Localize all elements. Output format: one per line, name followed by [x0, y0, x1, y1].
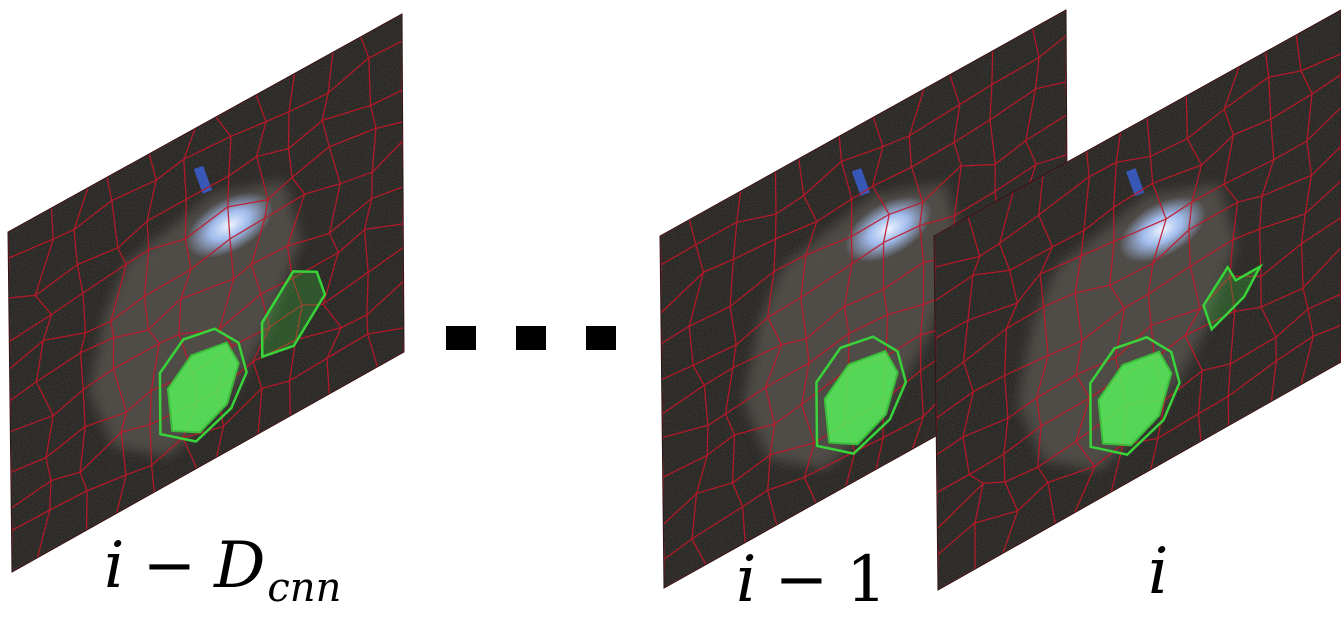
green-segment-outline — [1089, 335, 1181, 456]
frame-label-i-minus-dcnn: i − Dcnn — [104, 534, 341, 608]
label-sub: cnn — [267, 565, 342, 611]
frame-label-i-minus-1: i −1 — [736, 548, 887, 612]
frame-frame-i-minus-dcnn — [7, 13, 405, 573]
ellipsis-dot — [516, 326, 546, 350]
label-num: 1 — [846, 543, 887, 617]
frames-layer — [7, 9, 1341, 591]
object-silhouette — [1017, 183, 1236, 471]
frame-border — [933, 9, 1341, 591]
frame-border — [7, 13, 405, 573]
label-main: D — [214, 529, 266, 603]
frame-frame-i — [933, 9, 1341, 591]
label-var: i — [1148, 535, 1169, 609]
highlight-glow — [844, 196, 932, 263]
green-segment — [823, 349, 899, 446]
label-op: − — [774, 543, 829, 617]
green-segment-secondary — [1202, 263, 1264, 332]
frame-frame-i-minus-1 — [659, 9, 1069, 589]
object-silhouette — [743, 183, 962, 470]
label-var: i — [104, 529, 125, 603]
label-op: − — [142, 529, 197, 603]
blue-object — [193, 165, 213, 194]
frame-label-i: i — [1148, 540, 1168, 604]
green-segment-secondary — [260, 270, 327, 359]
green-segments — [158, 270, 327, 443]
green-segments — [1089, 263, 1264, 456]
label-var: i — [736, 543, 757, 617]
green-segment — [166, 341, 240, 434]
ellipsis — [446, 326, 616, 350]
blue-object — [851, 168, 871, 196]
ellipsis-dot — [446, 326, 476, 350]
green-segment — [1097, 350, 1173, 447]
green-segments — [815, 335, 908, 455]
ellipsis-dot — [586, 326, 616, 350]
object-silhouette — [89, 181, 301, 457]
blue-object — [1126, 168, 1145, 197]
green-segment-outline — [158, 327, 248, 443]
green-segment-outline — [815, 335, 908, 455]
